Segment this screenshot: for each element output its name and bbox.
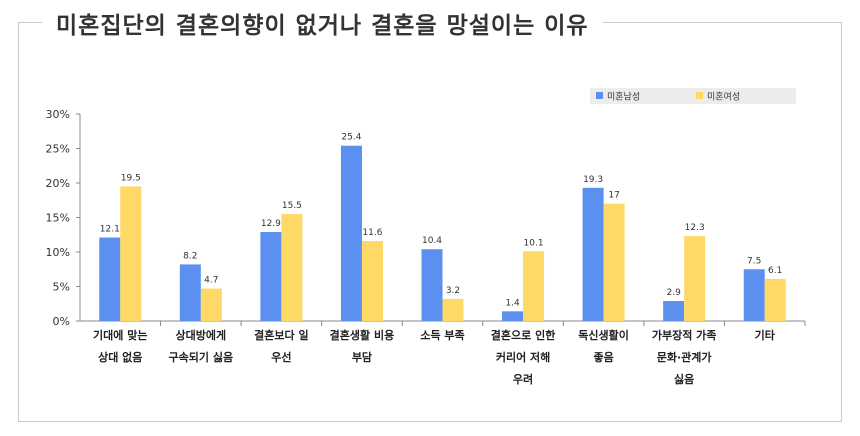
data-label: 12.3 [685, 223, 705, 233]
data-label: 11.6 [362, 228, 382, 238]
category-label: 기타 [755, 328, 776, 342]
legend-label: 미혼남성 [607, 91, 640, 103]
data-label: 1.4 [505, 298, 520, 308]
category-label: 문화·관계가 [657, 350, 712, 364]
bar [684, 236, 706, 321]
bar [502, 311, 524, 321]
category-label: 상대방에게 [176, 328, 227, 342]
y-tick-label: 20% [46, 177, 70, 190]
data-label: 10.1 [524, 238, 544, 248]
bar [743, 269, 765, 321]
category-label: 기대에 맞는 [93, 328, 147, 342]
chart-title: 미혼집단의 결혼의향이 없거나 결혼을 망설이는 이유 [56, 13, 589, 39]
category-label: 독신생활이 [578, 328, 629, 342]
bar [99, 237, 121, 321]
data-label: 3.2 [446, 286, 460, 296]
bar [523, 251, 545, 321]
bar [764, 278, 786, 321]
data-label: 10.4 [422, 236, 442, 246]
title-wrap: 미혼집단의 결혼의향이 없거나 결혼을 망설이는 이유 [42, 6, 603, 40]
data-label: 6.1 [768, 266, 782, 276]
data-label: 12.9 [261, 219, 281, 229]
category-label: 결혼생활 비용 [330, 328, 395, 342]
bar [442, 298, 464, 321]
bar [179, 264, 201, 321]
data-label: 25.4 [341, 133, 361, 143]
bar [361, 240, 383, 321]
category-label: 결혼보다 일 [254, 328, 308, 342]
data-label: 19.5 [121, 173, 141, 183]
data-label: 2.9 [667, 288, 682, 298]
y-tick-label: 25% [46, 143, 70, 156]
legend-label: 미혼여성 [707, 91, 740, 103]
data-label: 12.1 [100, 225, 120, 235]
bar [663, 300, 685, 321]
y-tick-label: 0% [53, 315, 70, 328]
legend-swatch [696, 92, 703, 99]
bar [582, 187, 604, 321]
bar [120, 186, 142, 321]
bar [421, 249, 443, 321]
category-label: 커리어 저해 [496, 350, 550, 364]
y-tick-label: 10% [46, 246, 70, 259]
category-label: 우선 [271, 350, 291, 364]
category-label: 결혼으로 인한 [491, 328, 556, 342]
y-tick-label: 30% [46, 108, 70, 121]
category-label: 우려 [513, 372, 533, 386]
bar [340, 145, 362, 321]
category-label: 가부장적 가족 [652, 328, 717, 342]
bar [603, 203, 625, 321]
category-label: 소득 부족 [420, 329, 464, 342]
data-label: 7.5 [747, 256, 761, 266]
bar [260, 231, 282, 321]
data-label: 17 [608, 191, 619, 201]
data-label: 15.5 [282, 201, 302, 211]
bar [281, 214, 303, 321]
category-label: 구속되기 싫음 [169, 350, 234, 364]
data-label: 19.3 [583, 175, 603, 185]
category-label: 싫음 [674, 372, 694, 386]
data-label: 4.7 [204, 276, 218, 286]
bar [200, 288, 222, 321]
data-label: 8.2 [183, 251, 197, 261]
legend-box [590, 88, 796, 104]
category-label: 상대 없음 [98, 350, 142, 364]
category-label: 부담 [352, 350, 372, 364]
category-label: 좋음 [593, 351, 613, 364]
y-tick-label: 5% [53, 281, 70, 294]
y-tick-label: 15% [46, 212, 70, 225]
legend-swatch [596, 92, 603, 99]
